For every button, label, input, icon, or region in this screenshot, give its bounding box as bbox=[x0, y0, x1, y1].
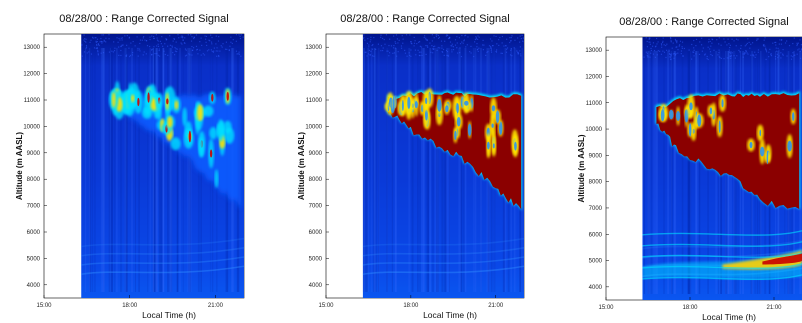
y-tick-label: 12000 bbox=[585, 74, 602, 80]
cloud-layer bbox=[655, 91, 800, 210]
cloud-layer bbox=[384, 88, 522, 211]
signal-heatmap bbox=[81, 34, 245, 298]
y-tick-label: 9000 bbox=[27, 151, 41, 157]
signal-heatmap bbox=[642, 37, 802, 300]
y-axis-label: Altitude (m AASL) bbox=[15, 132, 24, 200]
y-tick-label: 10000 bbox=[585, 127, 602, 133]
x-axis-label: Local Time (h) bbox=[702, 312, 756, 322]
y-tick-label: 13000 bbox=[23, 45, 40, 51]
y-tick-label: 6000 bbox=[589, 232, 603, 238]
y-tick-label: 5000 bbox=[27, 256, 41, 262]
x-axis-label: Local Time (h) bbox=[142, 310, 196, 320]
y-tick-label: 8000 bbox=[309, 177, 323, 183]
signal-heatmap bbox=[362, 34, 524, 298]
chart-title: 08/28/00 : Range Corrected Signal bbox=[340, 13, 509, 25]
y-tick-label: 5000 bbox=[309, 256, 323, 262]
y-tick-label: 7000 bbox=[309, 204, 323, 210]
x-tick-label: 21:00 bbox=[488, 303, 504, 309]
x-axis-label: Local Time (h) bbox=[423, 310, 477, 320]
y-tick-label: 6000 bbox=[309, 230, 323, 236]
chart-title: 08/28/00 : Range Corrected Signal bbox=[59, 13, 228, 25]
y-tick-label: 5000 bbox=[589, 259, 603, 265]
y-tick-label: 12000 bbox=[23, 72, 40, 78]
y-tick-label: 6000 bbox=[27, 230, 41, 236]
cloud-layer bbox=[109, 81, 242, 209]
x-tick-label: 15:00 bbox=[598, 305, 614, 311]
x-tick-label: 15:00 bbox=[318, 303, 334, 309]
panel-3: 08/28/00 : Range Corrected Signal 4000 500… bbox=[577, 16, 802, 322]
y-axis-label: Altitude (m AASL) bbox=[297, 132, 306, 200]
x-tick-label: 18:00 bbox=[122, 303, 138, 309]
panel-2: 08/28/00 : Range Corrected Signal 4000 500… bbox=[297, 13, 525, 320]
panel-1: 08/28/00 : Range Corrected Signal 4000 500… bbox=[15, 13, 245, 320]
y-tick-label: 11000 bbox=[306, 98, 323, 104]
y-tick-label: 4000 bbox=[27, 283, 41, 289]
y-tick-label: 8000 bbox=[589, 180, 603, 186]
y-tick-label: 13000 bbox=[585, 48, 602, 54]
y-tick-label: 8000 bbox=[27, 177, 41, 183]
x-tick-label: 18:00 bbox=[403, 303, 419, 309]
chart-title: 08/28/00 : Range Corrected Signal bbox=[619, 16, 788, 28]
y-tick-label: 13000 bbox=[305, 45, 322, 51]
y-tick-label: 9000 bbox=[309, 151, 323, 157]
y-axis-label: Altitude (m AASL) bbox=[577, 134, 586, 202]
y-tick-label: 11000 bbox=[586, 101, 603, 107]
x-tick-label: 21:00 bbox=[208, 303, 224, 309]
y-tick-label: 4000 bbox=[309, 283, 323, 289]
y-tick-label: 9000 bbox=[589, 153, 603, 159]
y-tick-label: 7000 bbox=[589, 206, 603, 212]
x-tick-label: 21:00 bbox=[766, 305, 782, 311]
y-tick-label: 11000 bbox=[24, 98, 41, 104]
x-tick-label: 18:00 bbox=[682, 305, 698, 311]
y-tick-label: 10000 bbox=[305, 124, 322, 130]
y-tick-label: 4000 bbox=[589, 285, 603, 291]
y-tick-label: 10000 bbox=[23, 124, 40, 130]
y-tick-label: 12000 bbox=[305, 72, 322, 78]
x-tick-label: 15:00 bbox=[36, 303, 52, 309]
y-tick-label: 7000 bbox=[27, 204, 41, 210]
